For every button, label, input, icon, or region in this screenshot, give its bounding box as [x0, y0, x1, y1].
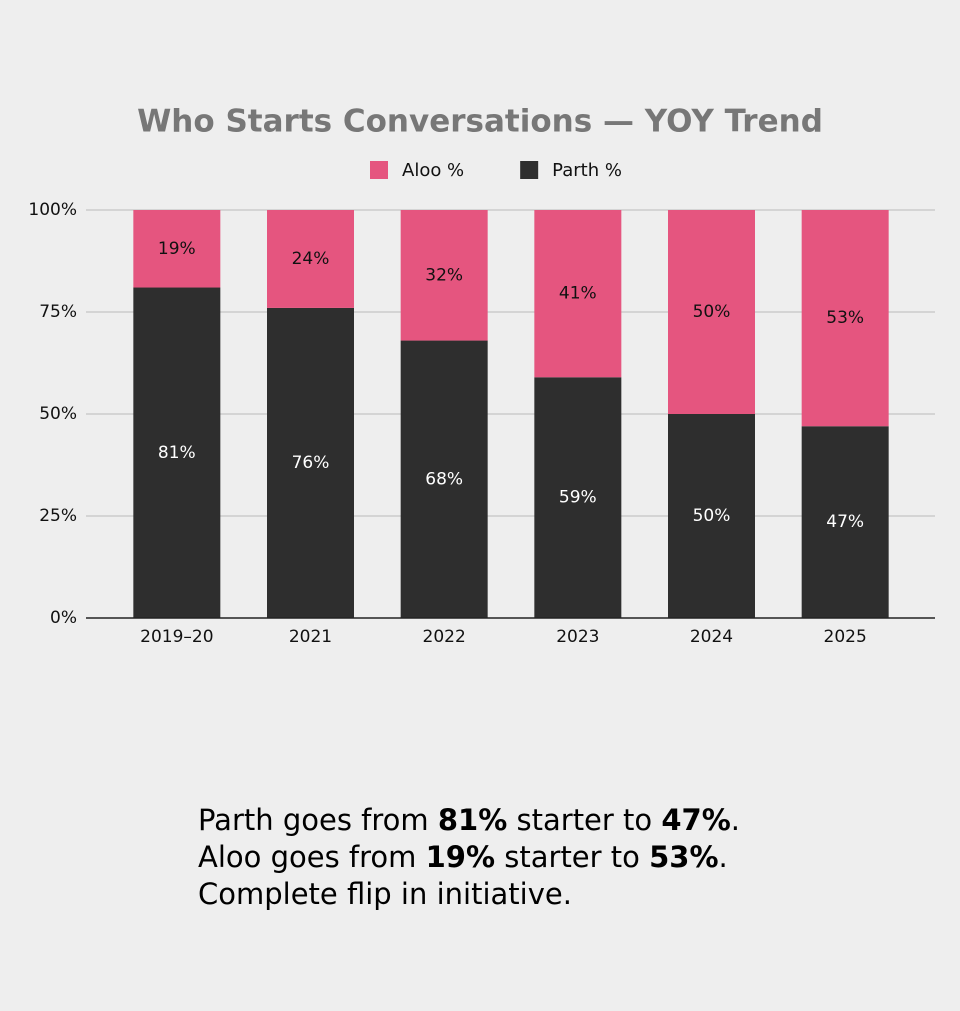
caption-bold: 47%: [661, 803, 731, 837]
data-label: 76%: [292, 453, 330, 473]
caption: Parth goes from 81% starter to 47%. Aloo …: [198, 802, 740, 913]
legend-label: Parth %: [552, 160, 622, 181]
caption-bold: 53%: [649, 840, 719, 874]
data-label: 47%: [826, 512, 864, 532]
y-tick-label: 50%: [39, 404, 77, 424]
chart-title: Who Starts Conversations — YOY Trend: [137, 104, 823, 140]
bar-segment: [267, 307, 354, 618]
bar-segment: [534, 210, 622, 378]
data-label: 81%: [158, 443, 196, 463]
caption-text: Parth goes from: [198, 803, 438, 837]
caption-text: starter to: [507, 803, 662, 837]
x-tick-label: 2021: [289, 627, 332, 647]
caption-bold: 81%: [437, 803, 508, 837]
legend-swatch: [370, 161, 388, 179]
x-tick-label: 2024: [690, 627, 733, 647]
bar-segment: [668, 414, 755, 618]
caption-text: .: [718, 840, 728, 874]
bar-segment: [400, 210, 488, 341]
data-label: 50%: [693, 506, 731, 526]
bar-segment: [133, 210, 221, 288]
x-tick-label: 2023: [556, 627, 599, 647]
data-label: 53%: [826, 308, 864, 328]
caption-text: Aloo goes from: [198, 840, 426, 874]
data-label: 19%: [158, 239, 196, 259]
y-tick-label: 25%: [39, 506, 77, 526]
caption-text: Complete flip in initiative.: [198, 877, 572, 911]
caption-bold: 19%: [425, 840, 496, 874]
bar-segment: [534, 377, 622, 618]
data-label: 50%: [693, 302, 731, 322]
data-label: 24%: [292, 249, 330, 269]
legend-swatch: [520, 161, 539, 179]
bar-segment: [668, 210, 755, 414]
bar-segment: [801, 210, 889, 427]
data-label: 32%: [425, 265, 463, 285]
caption-line: Complete flip in initiative.: [198, 876, 740, 913]
data-label: 68%: [425, 469, 463, 489]
data-label: 41%: [559, 284, 597, 304]
data-label: 59%: [559, 488, 597, 508]
caption-text: .: [730, 803, 741, 837]
chart: Who Starts Conversations — YOY Trend 0% 2…: [28, 104, 935, 647]
caption-line: Aloo goes from 19% starter to 53%.: [198, 839, 740, 876]
bar-segment: [267, 210, 354, 308]
bar-segment: [400, 340, 488, 618]
y-tick-label: 0%: [50, 608, 77, 628]
x-tick-label: 2019–20: [140, 627, 213, 647]
legend-label: Aloo %: [402, 160, 464, 181]
caption-line: Parth goes from 81% starter to 47%.: [198, 802, 740, 839]
bar-segment: [133, 287, 221, 618]
caption-text: starter to: [495, 840, 650, 874]
bar-segment: [801, 426, 889, 618]
y-tick-label: 75%: [39, 302, 77, 322]
y-tick-label: 100%: [28, 200, 77, 220]
x-tick-label: 2022: [423, 627, 466, 647]
x-tick-label: 2025: [824, 627, 867, 647]
